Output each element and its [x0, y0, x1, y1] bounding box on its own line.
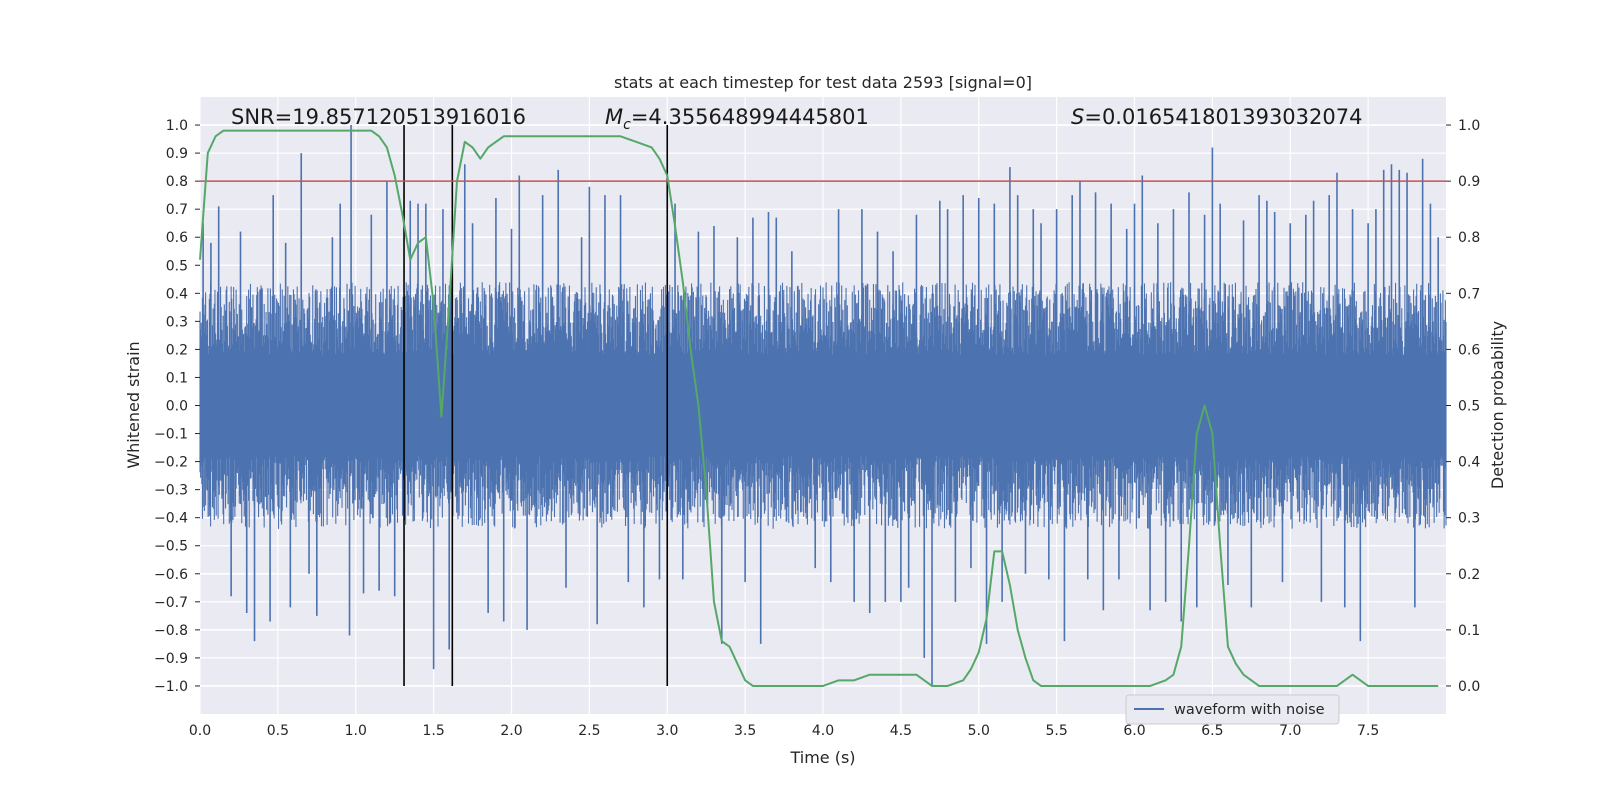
x-tick-label: 0.5 [267, 723, 289, 739]
y-right-tick-label: 0.9 [1458, 174, 1480, 190]
s-value: =0.016541801393032074 [1084, 105, 1362, 129]
y-left-tick-label: 0.0 [166, 399, 188, 415]
y-left-tick-label: −0.8 [154, 623, 188, 639]
y-right-tick-label: 0.6 [1458, 342, 1480, 358]
s-symbol: S [1071, 105, 1084, 129]
x-tick-label: 4.5 [890, 723, 912, 739]
x-tick-label: 7.0 [1279, 723, 1301, 739]
x-tick-label: 6.0 [1123, 723, 1145, 739]
x-tick-label: 3.0 [656, 723, 678, 739]
waveform-series [199, 125, 1447, 686]
y-right-axis-title: Detection probability [1488, 321, 1507, 489]
chirp-mass-subscript: c [623, 117, 631, 133]
y-left-tick-labels: 1.0 0.9 0.8 0.7 0.6 0.5 0.4 0.3 0.2 0.1 0.0 −0.1 −0.… [154, 118, 200, 695]
x-tick-label: 0.0 [189, 723, 211, 739]
y-right-tick-label: 0.5 [1458, 399, 1480, 415]
x-axis-title: Time (s) [789, 748, 855, 767]
y-left-tick-label: −0.1 [154, 427, 188, 443]
x-tick-label: 5.5 [1045, 723, 1067, 739]
y-left-tick-label: 0.6 [166, 230, 188, 246]
y-right-tick-label: 0.8 [1458, 230, 1480, 246]
y-left-tick-label: −0.4 [154, 511, 188, 527]
waveform-noise-band [199, 282, 1447, 529]
y-left-axis-title: Whitened strain [124, 341, 143, 468]
y-right-tick-label: 0.0 [1458, 679, 1480, 695]
y-left-tick-label: −0.7 [154, 595, 188, 611]
y-left-tick-label: 0.1 [166, 370, 188, 386]
x-tick-label: 7.5 [1357, 723, 1379, 739]
x-tick-label: 5.0 [968, 723, 990, 739]
x-tick-label: 1.0 [345, 723, 367, 739]
y-left-tick-label: 0.8 [166, 174, 188, 190]
y-left-tick-label: 0.9 [166, 146, 188, 162]
x-tick-labels: 0.0 0.5 1.0 1.5 2.0 2.5 3.0 3.5 4.0 4.5 5.0 5.5 6.0 6… [189, 723, 1379, 739]
legend-label: waveform with noise [1174, 702, 1325, 718]
x-tick-label: 6.5 [1201, 723, 1223, 739]
s-annotation: S=0.016541801393032074 [1071, 105, 1362, 129]
chirp-mass-annotation: Mc=4.355648994445801 [605, 105, 869, 133]
y-right-tick-label: 0.7 [1458, 286, 1480, 302]
y-left-tick-label: 0.2 [166, 342, 188, 358]
detection-probability-line [199, 129, 1439, 687]
legend-box [1125, 694, 1340, 725]
x-tick-label: 1.5 [422, 723, 444, 739]
y-right-tick-label: 0.4 [1458, 455, 1480, 471]
y-right-tick-label: 0.3 [1458, 511, 1480, 527]
y-left-tick-label: −0.2 [154, 455, 188, 471]
snr-annotation: SNR=19.857120513916016 [231, 105, 526, 129]
y-left-tick-label: 0.5 [166, 258, 188, 274]
y-right-tick-label: 1.0 [1458, 118, 1480, 134]
chirp-mass-symbol: M [605, 105, 623, 129]
chirp-mass-value: =4.355648994445801 [631, 105, 869, 129]
x-tick-label: 2.0 [500, 723, 522, 739]
x-tick-label: 3.5 [734, 723, 756, 739]
y-left-tick-label: −0.9 [154, 651, 188, 667]
chart-title: stats at each timestep for test data 259… [614, 73, 1032, 92]
y-right-tick-label: 0.1 [1458, 623, 1480, 639]
y-left-tick-label: −0.3 [154, 483, 188, 499]
y-left-tick-label: −1.0 [154, 679, 188, 695]
y-right-tick-labels: 1.0 0.9 0.8 0.7 0.6 0.5 0.4 0.3 0.2 0.1 0.0 [1446, 118, 1480, 695]
y-left-tick-label: 0.3 [166, 314, 188, 330]
y-left-tick-label: 1.0 [166, 118, 188, 134]
y-right-tick-label: 0.2 [1458, 567, 1480, 583]
y-left-tick-label: 0.4 [166, 286, 188, 302]
x-tick-label: 2.5 [578, 723, 600, 739]
y-left-tick-label: 0.7 [166, 202, 188, 218]
x-tick-label: 4.0 [812, 723, 834, 739]
legend: waveform with noise [1125, 694, 1340, 725]
y-left-tick-label: −0.6 [154, 567, 188, 583]
y-left-tick-label: −0.5 [154, 539, 188, 555]
